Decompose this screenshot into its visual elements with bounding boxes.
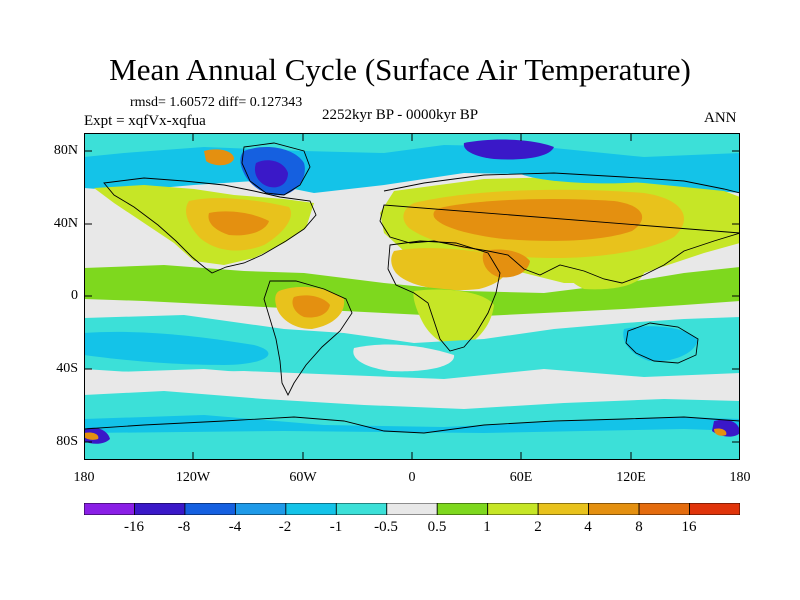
colorbar-label: -16 <box>124 519 144 535</box>
arctic-warm-patch <box>204 149 234 166</box>
coastlines <box>84 142 740 434</box>
colorbar-label: 4 <box>584 519 592 535</box>
colorbar-swatch <box>335 503 388 515</box>
colorbar-label: -4 <box>228 519 242 535</box>
colorbar-label: 8 <box>635 519 643 535</box>
arctic-light <box>84 133 740 157</box>
coast-africa <box>387 240 501 352</box>
eurasia-core <box>433 199 643 241</box>
barents-cold <box>463 139 554 160</box>
greenland-core <box>254 160 288 188</box>
coast-australia <box>625 322 699 364</box>
arabia-core <box>482 249 530 278</box>
colorbar-swatch <box>689 503 740 515</box>
colorbar-swatch <box>184 503 236 515</box>
antarctic-interior <box>84 429 740 460</box>
colorbar-label: -0.5 <box>374 519 398 535</box>
y-tick-label: 80N <box>53 143 78 158</box>
y-tick-label: 0 <box>71 288 78 303</box>
page-title: Mean Annual Cycle (Surface Air Temperatu… <box>109 52 691 87</box>
colorbar-swatch <box>588 503 640 515</box>
x-tick-label: 180 <box>729 470 751 485</box>
coast-greenland <box>241 142 311 196</box>
period-label: 2252kyr BP - 0000kyr BP <box>322 107 479 123</box>
x-tick-label: 0 <box>408 470 416 485</box>
coast-eurasia <box>379 172 740 284</box>
north-africa-hot <box>391 248 508 291</box>
x-tick-label: 180 <box>73 470 95 485</box>
coast-south-america <box>263 280 353 397</box>
amazon-core <box>292 295 330 318</box>
colorbar-swatch <box>84 503 135 515</box>
southern-ocean-grey <box>84 369 740 408</box>
south-blue-band <box>84 331 269 365</box>
colorbar-label: 1 <box>483 519 491 535</box>
colorbar-swatch <box>487 503 539 515</box>
tick-marks <box>84 133 740 460</box>
north-america-core <box>208 211 269 236</box>
y-tick-label: 80S <box>56 434 78 449</box>
colorbar-swatch <box>537 503 590 515</box>
stats-label: rmsd= 1.60572 diff= 0.127343 <box>130 95 303 110</box>
colorbar-swatch <box>134 503 186 515</box>
colorbar-label: 16 <box>681 519 697 535</box>
south-atlantic-grey <box>353 344 455 372</box>
x-tick-label: 120W <box>175 470 211 485</box>
ross-warm <box>84 432 99 440</box>
colorbar-swatch <box>285 503 337 515</box>
coast-antarctica <box>84 416 740 434</box>
x-tick-label: 60E <box>509 470 533 485</box>
x-tick-label: 60W <box>289 470 317 485</box>
coast-north-america <box>103 177 317 274</box>
australia-cool <box>623 326 698 362</box>
colorbar-label: -8 <box>177 519 191 535</box>
east-antarctic-warm <box>714 428 727 436</box>
africa-warm <box>413 289 494 348</box>
y-tick-label: 40N <box>53 216 78 231</box>
y-tick-label: 40S <box>56 361 78 376</box>
tropics-green <box>84 265 740 317</box>
experiment-label: Expt = xqfVx-xqfua <box>84 113 206 129</box>
colorbar-swatch <box>234 503 287 515</box>
colorbar <box>84 503 740 515</box>
colorbar-label: -1 <box>329 519 343 535</box>
x-tick-label: 120E <box>616 470 646 485</box>
colorbar-label: 0.5 <box>427 519 447 535</box>
colorbar-swatch <box>436 503 489 515</box>
colorbar-swatch <box>638 503 690 515</box>
temperature-map <box>84 133 740 460</box>
season-label: ANN <box>704 110 737 126</box>
colorbar-label: 2 <box>534 519 542 535</box>
colorbar-swatch <box>386 503 438 515</box>
colorbar-label: -2 <box>278 519 292 535</box>
